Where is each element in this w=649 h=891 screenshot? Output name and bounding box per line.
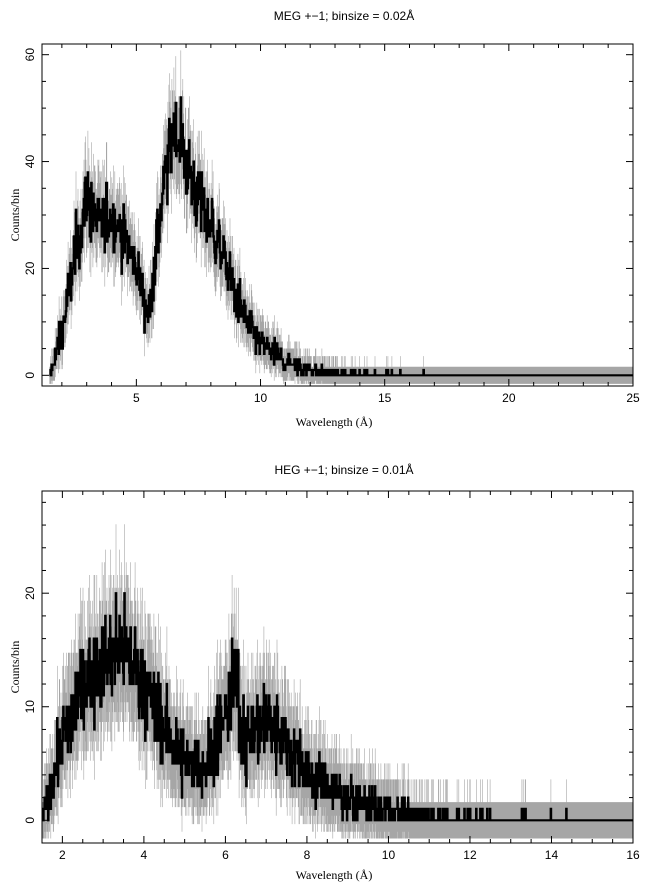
meg-y-axis-label: Counts/bin <box>8 189 22 242</box>
heg-x-tick-label: 10 <box>382 848 396 862</box>
meg-histogram-line <box>49 96 634 377</box>
heg-x-axis: 2 4 6 8 10 12 14 16 <box>41 491 640 862</box>
heg-y-tick-label: 10 <box>23 700 37 714</box>
meg-x-tick-label: 25 <box>626 391 640 405</box>
heg-title: HEG +−1; binsize = 0.01Å <box>274 462 413 477</box>
heg-y-tick-label: 20 <box>23 586 37 600</box>
heg-x-tick-label: 12 <box>463 848 477 862</box>
meg-histogram <box>49 96 634 377</box>
meg-x-axis: 5 10 15 20 25 <box>61 44 640 405</box>
meg-error-bar-set <box>49 50 634 384</box>
heg-x-tick-label: 14 <box>545 848 559 862</box>
heg-y-axis-label: Counts/bin <box>8 641 22 694</box>
meg-x-tick-label: 5 <box>133 391 140 405</box>
heg-plot-frame <box>41 490 634 844</box>
meg-plot-frame <box>41 43 634 387</box>
meg-y-axis: 0 20 40 60 <box>23 48 633 379</box>
heg-histogram <box>42 592 634 822</box>
heg-panel: HEG +−1; binsize = 0.01Å 2 4 6 8 10 12 14 16 0 1… <box>8 462 640 882</box>
meg-x-axis-label: Wavelength (Å) <box>296 415 373 429</box>
heg-x-tick-label: 16 <box>626 848 640 862</box>
meg-error-bars <box>49 50 634 384</box>
heg-x-tick-label: 2 <box>59 848 66 862</box>
meg-x-tick-label: 20 <box>502 391 516 405</box>
meg-x-tick-label: 15 <box>378 391 392 405</box>
meg-y-tick-label: 40 <box>23 155 37 169</box>
meg-y-tick-label: 20 <box>23 261 37 275</box>
meg-y-tick-label: 60 <box>23 48 37 62</box>
heg-x-tick-label: 6 <box>222 848 229 862</box>
heg-y-axis: 0 10 20 <box>23 501 633 824</box>
heg-histogram-line <box>42 592 634 822</box>
meg-x-tick-label: 10 <box>254 391 268 405</box>
heg-x-axis-label: Wavelength (Å) <box>296 868 373 882</box>
meg-panel: MEG +−1; binsize = 0.02Å 5 10 15 20 25 0 20 40… <box>8 8 640 429</box>
meg-title: MEG +−1; binsize = 0.02Å <box>274 8 414 23</box>
heg-x-tick-label: 4 <box>141 848 148 862</box>
heg-y-tick-label: 0 <box>23 817 37 824</box>
heg-x-tick-label: 8 <box>304 848 311 862</box>
meg-y-tick-label: 0 <box>23 372 37 379</box>
